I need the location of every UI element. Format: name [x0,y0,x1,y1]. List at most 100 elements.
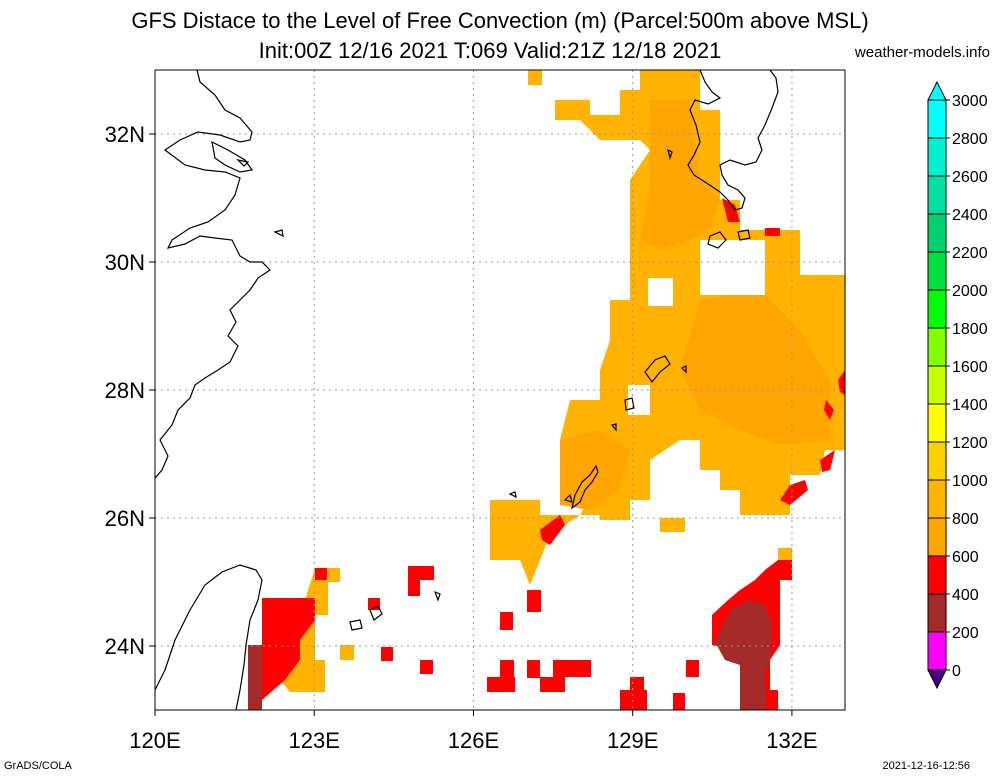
island-yakushima [737,229,751,241]
colorbar-box-7 [927,403,947,443]
island-small-5 [273,229,284,238]
island-kerama [563,493,573,503]
coast-kyushu [687,69,779,211]
colorbar-label-600: 600 [952,549,979,566]
orange-cell-1 [340,645,354,660]
colorbar-box-2 [927,593,947,633]
region-red-e2 [838,370,845,395]
red-cell-11 [553,660,591,677]
colorbar-box-3 [927,555,947,595]
orange-cell-3 [528,70,542,85]
region-red-sw [262,598,315,700]
island-small-6 [236,159,250,167]
footer-timestamp: 2021-12-16-12:56 [882,760,970,772]
colorbar-label-1600: 1600 [952,359,988,376]
site-watermark: weather-models.info [854,44,990,61]
region-red-coast [722,198,740,222]
colorbar-label-200: 200 [952,625,979,642]
region-orange-dark-b [680,290,830,445]
red-cell-12 [620,690,647,710]
colorbar-box-13 [927,175,947,215]
colorbar-label-2200: 2200 [952,245,988,262]
lat-label-24: 24N [105,634,145,659]
red-cell-1 [408,566,434,580]
lat-labels: 24N 26N 28N 30N 32N [105,122,155,659]
island-tanegashima [707,231,727,249]
island-okinawa [571,464,599,510]
colorbar-label-1200: 1200 [952,435,988,452]
red-cell-9 [527,660,540,678]
island-tokunoshima [624,397,635,411]
island-small-4 [433,590,441,602]
island-miyako [369,605,383,621]
lfc-shading [248,70,845,710]
colorbar-label-2600: 2600 [952,169,988,186]
red-cell-16 [527,590,541,612]
colorbar-box-9 [927,327,947,367]
red-cell-14 [673,693,685,710]
colorbar-label-2800: 2800 [952,131,988,148]
colorbar: 0 200 400 600 800 1000 1200 1400 1600 1800 2000 220… [927,80,988,690]
colorbar-label-2000: 2000 [952,283,988,300]
coast-china-inlet [211,140,254,173]
red-cell-5 [420,660,433,674]
colorbar-box-6 [927,441,947,481]
region-red-e [824,400,834,420]
red-cell-4 [381,647,393,661]
red-cell-15 [686,660,699,677]
brown-cell-2 [248,645,262,710]
colorbar-label-2400: 2400 [952,207,988,224]
colorbar-label-0: 0 [952,663,961,680]
colorbar-box-5 [927,479,947,519]
lon-label-132: 132E [766,728,817,753]
colorbar-max-arrow [927,80,947,101]
lat-label-26: 26N [105,506,145,531]
red-cell-18 [315,568,327,580]
lat-label-28: 28N [105,378,145,403]
colorbar-box-12 [927,213,947,253]
colorbar-min-arrow [927,669,947,690]
red-cell-6 [500,612,513,630]
red-cell-2 [408,580,420,596]
region-orange-dark-a [640,100,720,250]
region-red-mid [540,515,565,545]
lon-label-123: 123E [289,728,340,753]
island-daito [508,491,517,499]
coast-taiwan [154,564,263,711]
lon-label-129: 129E [607,728,658,753]
hole-2 [648,278,673,306]
orange-cell-2 [660,518,685,532]
colorbar-label-800: 800 [952,511,979,528]
colorbar-box-10 [927,289,947,329]
hole-3 [628,385,650,415]
red-cell-8 [487,677,515,692]
red-cell-13 [630,677,644,692]
colorbar-label-1000: 1000 [952,473,988,490]
region-brown [715,600,772,690]
colorbar-box-8 [927,365,947,405]
red-cell-10 [540,677,565,692]
island-ishigaki [349,619,363,631]
chart-subtitle: Init:00Z 12/16 2021 T:069 Valid:21Z 12/1… [258,38,722,63]
chart-title: GFS Distace to the Level of Free Convect… [131,8,869,33]
lon-label-120: 120E [129,728,180,753]
lat-label-32: 32N [105,122,145,147]
lon-labels: 120E 123E 126E 129E 132E [129,710,818,753]
gridlines [155,70,845,710]
brown-cell-1 [740,690,766,710]
colorbar-box-4 [927,517,947,557]
island-small-1 [667,148,673,161]
island-amami [644,355,671,384]
colorbar-label-1400: 1400 [952,397,988,414]
colorbar-box-15 [927,99,947,139]
red-cell-17 [765,228,780,236]
colorbar-label-3000: 3000 [952,93,988,110]
coastlines [154,69,779,711]
coast-china [154,69,271,479]
colorbar-box-11 [927,251,947,291]
colorbar-label-1800: 1800 [952,321,988,338]
colorbar-box-1 [927,631,947,671]
hole-1 [700,240,765,295]
lat-label-30: 30N [105,250,145,275]
